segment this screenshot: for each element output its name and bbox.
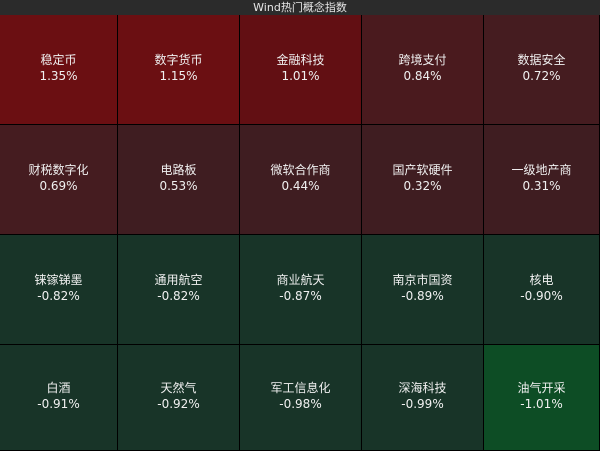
concept-tile[interactable]: 通用航空 -0.82% xyxy=(118,235,240,345)
concept-change: 0.84% xyxy=(403,68,442,83)
concept-tile[interactable]: 跨境支付 0.84% xyxy=(362,15,484,125)
concept-tile[interactable]: 数字货币 1.15% xyxy=(118,15,240,125)
concept-tile[interactable]: 电路板 0.53% xyxy=(118,125,240,235)
concept-tile[interactable]: 财税数字化 0.69% xyxy=(0,125,118,235)
concept-tile[interactable]: 商业航天 -0.87% xyxy=(240,235,362,345)
concept-change: 0.53% xyxy=(159,178,198,193)
concept-name: 国产软硬件 xyxy=(392,162,453,177)
concept-name: 商业航天 xyxy=(276,272,325,287)
concept-name: 深海科技 xyxy=(398,380,447,395)
concept-change: 0.44% xyxy=(281,178,320,193)
concept-change: 1.01% xyxy=(281,68,320,83)
concept-name: 南京市国资 xyxy=(392,272,453,287)
concept-name: 铼镓锑墨 xyxy=(34,272,83,287)
concept-name: 财税数字化 xyxy=(28,162,89,177)
concept-index-heatmap: 稳定币 1.35% 数字货币 1.15% 金融科技 1.01% 跨境支付 0.8… xyxy=(0,15,600,451)
concept-tile[interactable]: 南京市国资 -0.89% xyxy=(362,235,484,345)
heatmap-title: Wind热门概念指数 xyxy=(0,0,600,15)
concept-change: -0.99% xyxy=(401,396,444,411)
concept-name: 核电 xyxy=(529,272,554,287)
concept-change: 0.69% xyxy=(39,178,78,193)
concept-change: 0.72% xyxy=(522,68,561,83)
concept-tile[interactable]: 军工信息化 -0.98% xyxy=(240,345,362,451)
concept-tile[interactable]: 油气开采 -1.01% xyxy=(484,345,600,451)
concept-change: -0.90% xyxy=(520,288,563,303)
concept-tile[interactable]: 核电 -0.90% xyxy=(484,235,600,345)
concept-change: 0.31% xyxy=(522,178,561,193)
concept-change: 0.32% xyxy=(403,178,442,193)
concept-change: -0.82% xyxy=(37,288,80,303)
concept-change: -0.91% xyxy=(37,396,80,411)
concept-tile[interactable]: 深海科技 -0.99% xyxy=(362,345,484,451)
concept-tile[interactable]: 一级地产商 0.31% xyxy=(484,125,600,235)
concept-name: 稳定币 xyxy=(40,52,77,67)
concept-name: 金融科技 xyxy=(276,52,325,67)
concept-change: 1.35% xyxy=(39,68,78,83)
concept-change: -0.82% xyxy=(157,288,200,303)
concept-change: 1.15% xyxy=(159,68,198,83)
concept-tile[interactable]: 白酒 -0.91% xyxy=(0,345,118,451)
concept-tile[interactable]: 数据安全 0.72% xyxy=(484,15,600,125)
concept-tile[interactable]: 稳定币 1.35% xyxy=(0,15,118,125)
concept-name: 通用航空 xyxy=(154,272,203,287)
concept-name: 一级地产商 xyxy=(511,162,572,177)
concept-name: 油气开采 xyxy=(517,380,566,395)
concept-change: -1.01% xyxy=(520,396,563,411)
concept-tile[interactable]: 金融科技 1.01% xyxy=(240,15,362,125)
concept-tile[interactable]: 铼镓锑墨 -0.82% xyxy=(0,235,118,345)
concept-change: -0.89% xyxy=(401,288,444,303)
concept-tile[interactable]: 国产软硬件 0.32% xyxy=(362,125,484,235)
concept-name: 微软合作商 xyxy=(270,162,331,177)
concept-change: -0.92% xyxy=(157,396,200,411)
concept-name: 军工信息化 xyxy=(270,380,331,395)
concept-tile[interactable]: 微软合作商 0.44% xyxy=(240,125,362,235)
concept-name: 电路板 xyxy=(160,162,197,177)
concept-name: 数据安全 xyxy=(517,52,566,67)
concept-change: -0.87% xyxy=(279,288,322,303)
concept-name: 跨境支付 xyxy=(398,52,447,67)
concept-change: -0.98% xyxy=(279,396,322,411)
concept-name: 天然气 xyxy=(160,380,197,395)
concept-name: 白酒 xyxy=(46,380,71,395)
concept-tile[interactable]: 天然气 -0.92% xyxy=(118,345,240,451)
concept-name: 数字货币 xyxy=(154,52,203,67)
